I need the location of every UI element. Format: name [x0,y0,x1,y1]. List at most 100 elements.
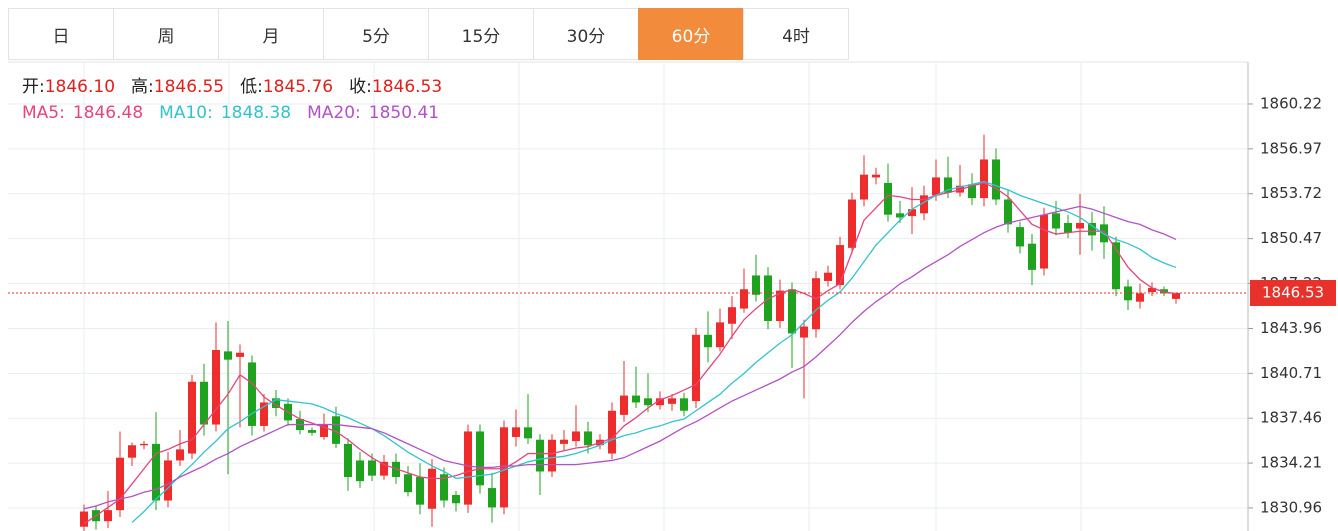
ohlc-item: 收:1846.53 [349,74,442,100]
legend-value: 1848.38 [220,103,292,123]
period-tab[interactable]: 5分 [323,8,429,60]
candle-body [644,398,652,406]
y-tick-label: 1850.47 [1260,229,1322,247]
legend-name: MA20: [307,103,361,123]
legend-name: MA10: [159,103,213,123]
ohlc-label: 高: [131,77,154,97]
candle-body [752,275,760,295]
candle-body [128,445,136,458]
y-tick-label: 1830.96 [1260,498,1322,516]
candle-body [692,334,700,402]
candle-body [584,431,592,446]
candle-body [404,474,412,493]
candle-body [836,245,844,286]
candle-body [152,443,160,501]
candle-body [1076,222,1084,229]
y-tick-label: 1834.21 [1260,454,1322,472]
period-tab[interactable]: 30分 [533,8,639,60]
candle-body [272,398,280,408]
legend-name: MA5: [22,103,65,123]
ma-line [131,180,1177,524]
candle-body [668,398,676,404]
candle-body [488,488,496,508]
period-tab[interactable]: 60分 [638,8,744,60]
ohlc-item: 高:1846.55 [131,74,224,100]
candle-body [224,351,232,360]
candle-body [728,307,736,324]
ma-row: MA5: 1846.48 MA10: 1848.38 MA20: 1850.41 [22,100,458,126]
candle-body [1088,222,1096,236]
candle-body [1016,227,1024,247]
candle-body [164,460,172,501]
last-price-label: 1846.53 [1262,283,1324,301]
y-tick-label: 1837.46 [1260,409,1322,427]
candle-body [788,289,796,334]
candle-body [1148,287,1156,293]
candle-body [716,322,724,348]
candle-body [740,289,748,309]
candle-body [356,460,364,482]
candle-body [440,474,448,501]
period-tab[interactable]: 15分 [428,8,534,60]
candle-body [896,213,904,218]
candle-body [560,439,568,444]
candle-body [104,510,112,522]
candle-body [428,468,436,509]
candle-body [932,177,940,196]
candle-body [848,199,856,248]
candle-body [884,182,892,215]
y-tick-label: 1843.96 [1260,319,1322,337]
candle-body [1040,214,1048,269]
ma-line [83,182,1177,525]
candle-body [944,177,952,193]
candle-body [908,209,916,217]
candle-body [776,290,784,322]
candle-body [1172,292,1180,299]
candle-body [1160,289,1168,294]
period-tab[interactable]: 4时 [743,8,849,60]
chart-header: 开:1846.10 高:1846.55 低:1845.76 收:1846.53 MA5… [22,74,458,126]
candle-body [524,427,532,439]
candle-body [368,460,376,476]
candle-body [704,334,712,348]
candle-body [620,395,628,415]
period-tab[interactable]: 周 [113,8,219,60]
candle-body [344,443,352,478]
candle-body [980,159,988,199]
legend-value: 1846.48 [72,103,144,123]
candle-body [452,494,460,504]
candle-body [824,272,832,281]
legend-item: MA5: 1846.48 [22,100,143,126]
candle-body [968,184,976,199]
period-tab[interactable]: 月 [218,8,324,60]
candles [80,134,1180,531]
candle-body [500,427,508,508]
period-tab[interactable]: 日 [8,8,114,60]
candle-body [800,326,808,338]
ohlc-value: 1846.55 [153,77,225,97]
ohlc-value: 1845.76 [262,77,334,97]
candle-body [80,511,88,527]
candle-body [992,159,1000,200]
candle-body [392,461,400,478]
candle-body [332,416,340,444]
candle-body [512,427,520,437]
candle-body [380,461,388,476]
candle-body [200,381,208,425]
candle-body [308,430,316,433]
candle-body [548,439,556,472]
legend-item: MA10: 1848.38 [159,100,291,126]
y-tick-label: 1860.22 [1260,94,1322,112]
candle-body [416,477,424,505]
candle-body [920,195,928,214]
legend-value: 1850.41 [368,103,440,123]
candle-body [1052,213,1060,229]
candle-body [1064,222,1072,233]
candle-body [236,352,244,357]
candle-body [656,398,664,406]
candle-body [320,424,328,437]
period-tabs: 日周月 5分 15分 30分 60分 4时 [8,8,849,60]
ohlc-label: 低: [240,77,263,97]
candle-body [1004,199,1012,225]
